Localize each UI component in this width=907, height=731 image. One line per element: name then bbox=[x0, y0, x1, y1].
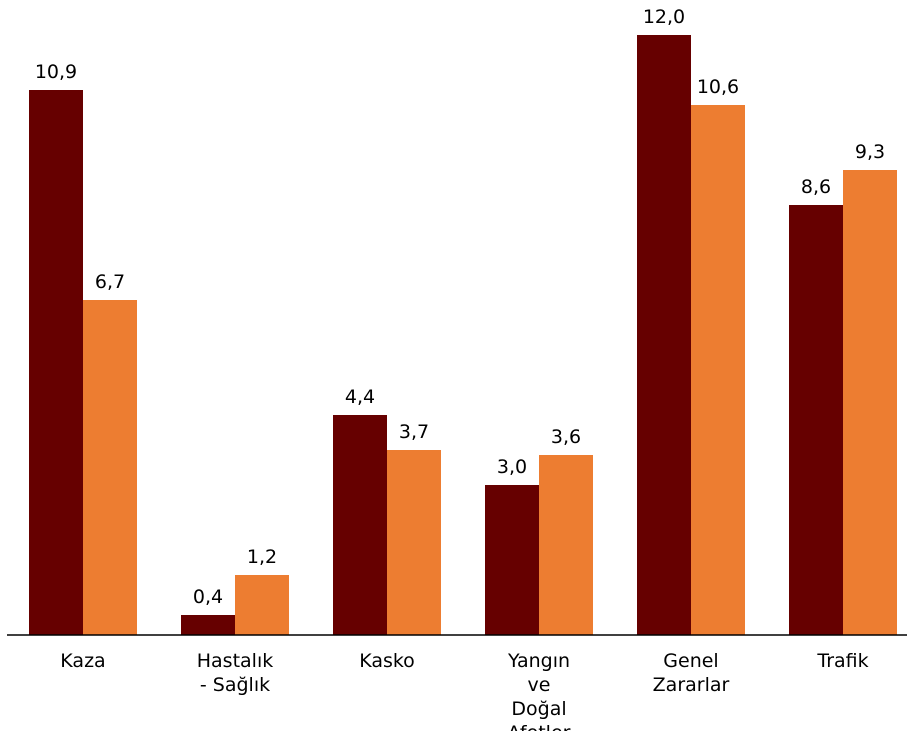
value-label: 3,7 bbox=[399, 421, 429, 443]
value-label: 6,7 bbox=[95, 271, 125, 293]
bar bbox=[637, 35, 691, 635]
x-tick-label: Kaza bbox=[60, 650, 106, 672]
bar bbox=[691, 105, 745, 635]
x-tick-label: Genel Zararlar bbox=[652, 650, 730, 696]
bar bbox=[181, 615, 235, 635]
value-label: 1,2 bbox=[247, 546, 277, 568]
value-label: 10,6 bbox=[697, 76, 739, 98]
x-tick-label: Trafik bbox=[817, 650, 869, 672]
value-label: 3,0 bbox=[497, 456, 527, 478]
bar bbox=[29, 90, 83, 635]
value-label: 10,9 bbox=[35, 61, 77, 83]
value-label: 0,4 bbox=[193, 586, 223, 608]
value-label: 4,4 bbox=[345, 386, 375, 408]
bar bbox=[789, 205, 843, 635]
value-label: 3,6 bbox=[551, 426, 581, 448]
x-tick-label: Yangın ve Doğal Afetler bbox=[507, 650, 571, 731]
value-label: 12,0 bbox=[643, 6, 685, 28]
value-label: 8,6 bbox=[801, 176, 831, 198]
bar bbox=[333, 415, 387, 635]
bar bbox=[387, 450, 441, 635]
bar bbox=[539, 455, 593, 635]
bar bbox=[485, 485, 539, 635]
bar bbox=[235, 575, 289, 635]
bar bbox=[83, 300, 137, 635]
x-tick-label: Hastalık - Sağlık bbox=[196, 650, 274, 696]
x-tick-label: Kasko bbox=[359, 650, 415, 672]
bar bbox=[843, 170, 897, 635]
value-label: 9,3 bbox=[855, 141, 885, 163]
